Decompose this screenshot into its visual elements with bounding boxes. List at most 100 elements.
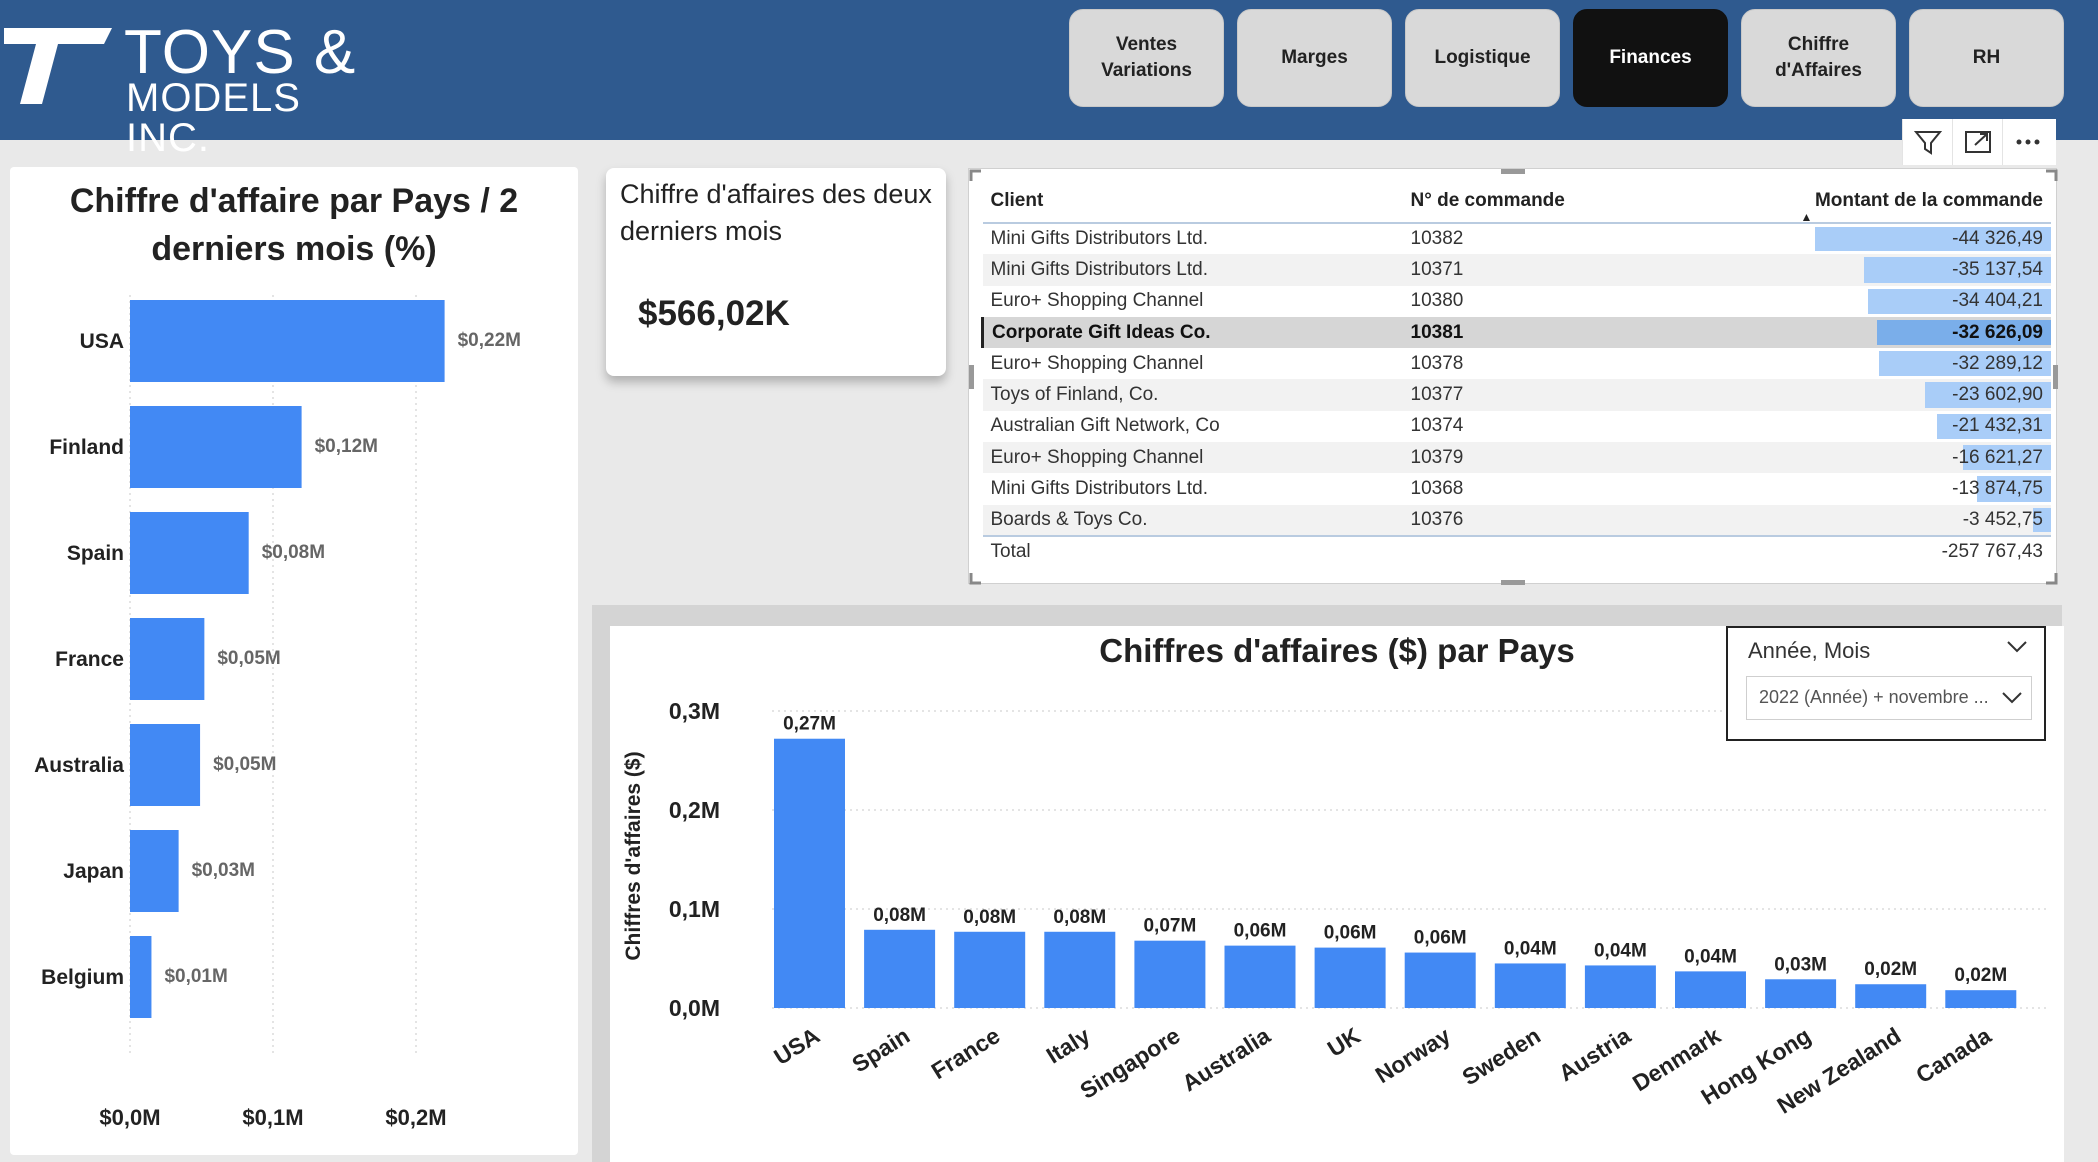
nav-button-label: Chiffre d'Affaires	[1775, 34, 1862, 81]
bar-hong-kong[interactable]	[1765, 979, 1837, 1008]
table-row[interactable]: Euro+ Shopping Channel 10380 -34 404,21	[983, 286, 2051, 317]
bar-italy[interactable]	[1044, 931, 1116, 1008]
bar-canada[interactable]	[1945, 990, 2017, 1008]
category-label: Japan	[63, 860, 124, 883]
amount-data-bar	[1863, 257, 2051, 283]
data-label: $0,05M	[217, 648, 280, 669]
nav-button-ventes-variations[interactable]: Ventes Variations	[1069, 9, 1224, 107]
bar-denmark[interactable]	[1675, 971, 1746, 1008]
category-label: Italy	[1042, 1022, 1095, 1069]
country-share-title: Chiffre d'affaire par Pays / 2 derniers …	[69, 182, 519, 268]
column-header-order-number[interactable]: N° de commande	[1402, 179, 1793, 224]
table-row[interactable]: Boards & Toys Co. 10376 -3 452,75	[982, 504, 2051, 536]
bar-sweden[interactable]	[1494, 963, 1566, 1008]
bar-australia[interactable]	[1224, 945, 1296, 1008]
orders-table: Client N° de commande Montant de la comm…	[981, 179, 2051, 568]
header-bar: TOYS & MODELS INC. Ventes Variations Marg…	[0, 0, 2098, 158]
logo-text-line2: MODELS INC.	[126, 76, 301, 160]
table-row[interactable]: Toys of Finland, Co. 10377 -23 602,90	[982, 379, 2051, 411]
category-label: Singapore	[1075, 1022, 1184, 1104]
table-row[interactable]: Mini Gifts Distributors Ltd. 10382 -44 326…	[983, 223, 2051, 254]
category-label: Australia	[34, 754, 124, 777]
company-logo: TOYS & MODELS INC.	[0, 18, 360, 158]
cell-client: Toys of Finland, Co.	[982, 379, 1403, 411]
amount-data-bar	[1962, 445, 2051, 471]
bar-new-zealand[interactable]	[1855, 984, 1927, 1008]
amount-value: -32 626,09	[1952, 321, 2043, 343]
bar-singapore[interactable]	[1134, 940, 1206, 1008]
logo-text-line1: TOYS &	[124, 18, 357, 87]
bar-france[interactable]	[954, 931, 1026, 1008]
bar-belgium[interactable]	[130, 936, 152, 1018]
category-label: Belgium	[41, 966, 124, 989]
cell-amount: -23 602,90	[1792, 379, 2051, 411]
bar-spain[interactable]	[130, 512, 249, 594]
table-row[interactable]: Mini Gifts Distributors Ltd. 10371 -35 137…	[982, 254, 2051, 286]
data-label: $0,05M	[213, 754, 276, 775]
data-label: $0,08M	[262, 542, 325, 563]
bar-austria[interactable]	[1584, 965, 1656, 1008]
bar-usa[interactable]	[130, 300, 445, 382]
cell-client: Australian Gift Network, Co	[990, 415, 1220, 437]
category-label: USA	[80, 330, 124, 353]
cell-order-number: 10380	[1410, 290, 1464, 312]
chevron-down-icon[interactable]	[2006, 640, 2028, 654]
nav-button-marges[interactable]: Marges	[1237, 9, 1392, 107]
column-header-amount[interactable]: Montant de la commande ▲	[1792, 179, 2051, 224]
table-row[interactable]: Euro+ Shopping Channel 10379 -16 621,27	[982, 442, 2051, 474]
nav-button-rh[interactable]: RH	[1909, 9, 2064, 107]
orders-table-panel: Client N° de commande Montant de la comm…	[968, 168, 2058, 585]
slicer-label: Année, Mois	[1748, 638, 1871, 663]
category-label: France	[55, 648, 124, 671]
cell-amount: -16 621,27	[1792, 442, 2051, 474]
amount-value: -3 452,75	[1962, 508, 2043, 530]
more-options-icon[interactable]	[2002, 119, 2052, 165]
data-label: 0,06M	[1324, 923, 1377, 944]
category-label: Austria	[1554, 1022, 1635, 1086]
data-label: 0,03M	[1774, 954, 1827, 975]
filter-icon[interactable]	[1902, 119, 1952, 165]
amount-value: -44 326,49	[1952, 228, 2043, 250]
category-label: Spain	[847, 1022, 914, 1077]
bar-uk[interactable]	[1314, 947, 1386, 1008]
table-row[interactable]: Euro+ Shopping Channel 10378 -32 289,12	[983, 348, 2051, 379]
category-label: Sweden	[1457, 1022, 1544, 1090]
table-header-row: Client N° de commande Montant de la comm…	[982, 179, 2051, 224]
data-label: 0,04M	[1504, 938, 1557, 959]
year-month-slicer[interactable]: Année, Mois 2022 (Année) + novembre ...	[1726, 626, 2046, 741]
bar-australia[interactable]	[130, 724, 201, 806]
amount-data-bar	[1936, 413, 2051, 440]
cell-amount: -34 404,21	[1793, 286, 2051, 317]
table-row[interactable]: Mini Gifts Distributors Ltd. 10368 -13 874…	[983, 473, 2051, 504]
bar-france[interactable]	[130, 618, 205, 700]
data-label: 0,08M	[873, 905, 926, 926]
cell-amount: -32 289,12	[1793, 348, 2051, 379]
data-label: 0,08M	[963, 907, 1016, 928]
data-label: 0,07M	[1143, 916, 1196, 937]
y-tick-label: 0,0M	[669, 995, 720, 1021]
cell-order-number: 10368	[1410, 478, 1464, 500]
cell-client: Mini Gifts Distributors Ltd.	[990, 478, 1209, 500]
country-revenue-panel: 0,0M 0,1M 0,2M 0,3M Chiffres d'affaires ($) 0…	[610, 626, 2064, 1162]
slicer-dropdown[interactable]: 2022 (Année) + novembre ...	[1746, 676, 2032, 720]
bar-spain[interactable]	[864, 929, 936, 1008]
bar-japan[interactable]	[130, 830, 179, 912]
cell-order-number: 10382	[1410, 228, 1464, 250]
bar-finland[interactable]	[130, 406, 302, 488]
country-revenue-chart: 0,0M 0,1M 0,2M 0,3M Chiffres d'affaires ($) 0…	[622, 698, 2050, 1119]
table-row[interactable]: Corporate Gift Ideas Co. 10381 -32 626,09	[981, 316, 2051, 349]
amount-data-bar	[1879, 351, 2051, 377]
data-label: 0,27M	[783, 714, 836, 735]
y-tick-label: 0,1M	[669, 896, 720, 922]
column-header-client[interactable]: Client	[982, 179, 1403, 224]
nav-button-label: Finances	[1609, 47, 1692, 68]
table-row[interactable]: Australian Gift Network, Co 10374 -21 432,…	[983, 411, 2051, 442]
cell-client: Euro+ Shopping Channel	[990, 352, 1204, 374]
bar-norway[interactable]	[1404, 952, 1476, 1008]
focus-mode-icon[interactable]	[1952, 119, 2002, 165]
cell-order-number: 10378	[1410, 352, 1464, 374]
nav-button-chiffre-d-affaires[interactable]: Chiffre d'Affaires	[1741, 9, 1896, 107]
nav-button-finances[interactable]: Finances	[1573, 9, 1728, 107]
bar-usa[interactable]	[774, 738, 845, 1008]
nav-button-logistique[interactable]: Logistique	[1405, 9, 1560, 107]
